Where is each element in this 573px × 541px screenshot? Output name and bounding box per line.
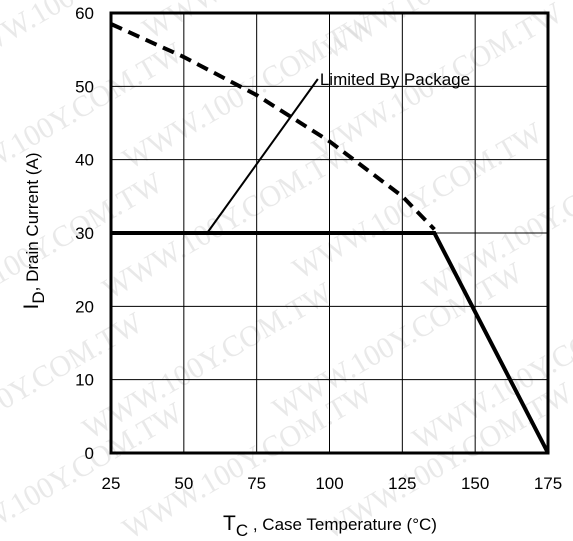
y-tick-label: 20 [75, 297, 94, 316]
y-tick-label: 30 [75, 224, 94, 243]
x-axis-label-subscript: C [236, 521, 248, 540]
x-axis-label-symbol: T [223, 512, 236, 535]
y-tick-label: 0 [85, 444, 94, 463]
plot-frame [109, 11, 550, 455]
y-tick-labels: 0 10 20 30 40 50 60 [75, 4, 94, 463]
y-tick-label: 40 [75, 151, 94, 170]
series-layer [110, 22, 550, 454]
x-axis-label: TC , Case Temperature (°C) [223, 512, 437, 540]
x-tick-label: 125 [388, 474, 416, 493]
y-tick-label: 10 [75, 371, 94, 390]
y-tick-label: 60 [75, 4, 94, 23]
y-axis-label-text: Drain Current (A) [23, 153, 42, 282]
annotation: Limited By Package [206, 70, 470, 234]
x-tick-label: 75 [247, 474, 266, 493]
y-tick-label: 50 [75, 77, 94, 96]
y-axis-label: ID, Drain Current (A) [20, 153, 48, 310]
series-line-1 [110, 22, 436, 231]
x-tick-label: 25 [102, 474, 121, 493]
annotation-label: Limited By Package [320, 70, 470, 89]
y-axis-label-sep: , [23, 282, 42, 291]
x-tick-label: 100 [315, 474, 343, 493]
x-tick-label: 50 [174, 474, 193, 493]
y-axis-label-symbol: I [20, 304, 43, 310]
x-axis-label-text: Case Temperature (°C) [262, 515, 437, 534]
x-tick-labels: 25 50 75 100 125 150 175 [102, 474, 563, 493]
y-axis-label-subscript: D [29, 291, 48, 303]
x-tick-label: 175 [534, 474, 562, 493]
x-tick-label: 150 [461, 474, 489, 493]
series-line-2 [111, 231, 550, 454]
annotation-pointer [206, 78, 319, 234]
x-axis-label-sep: , [248, 515, 262, 534]
